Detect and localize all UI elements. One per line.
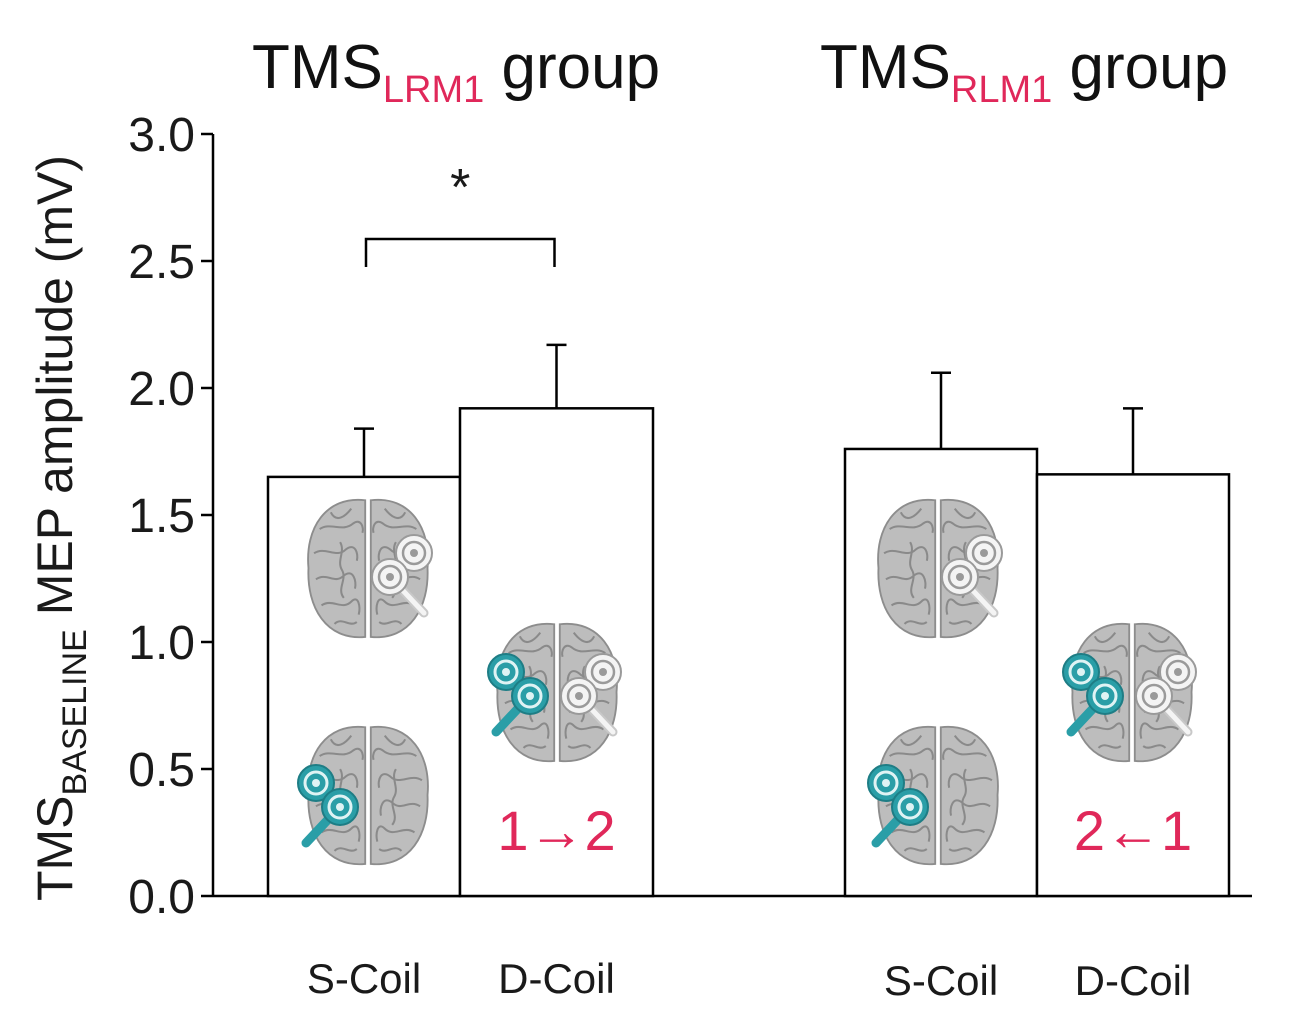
y-axis-label-subscript: BASELINE <box>56 629 94 795</box>
y-tick-label: 2.5 <box>128 236 195 289</box>
group-title-rlm1-subscript: RLM1 <box>951 69 1052 111</box>
x-tick-label: S-Coil <box>307 955 421 1002</box>
y-tick-label: 0.0 <box>128 871 195 924</box>
y-axis-label-prefix: TMS <box>27 795 83 901</box>
significance-marks: * <box>364 159 556 267</box>
error-bars <box>354 343 1143 477</box>
group-title-rlm1-main: TMS <box>820 33 951 102</box>
significance-bracket <box>364 237 556 267</box>
y-ticks: 0.0 0.5 1.0 1.5 2.0 2.5 3.0 <box>128 109 213 924</box>
group-title-lrm1-suffix: group <box>484 33 660 102</box>
y-tick-label: 2.0 <box>128 363 195 416</box>
y-axis-label-suffix: MEP amplitude (mV) <box>27 155 83 629</box>
bar-annotations: 1→2 2←1 <box>497 799 1192 862</box>
x-tick-label: D-Coil <box>1075 957 1192 1004</box>
bar-annotation: 2←1 <box>1074 799 1192 862</box>
x-tick-label: D-Coil <box>498 955 615 1002</box>
x-tick-labels: S-Coil D-Coil S-Coil D-Coil <box>307 955 1192 1004</box>
group-title-rlm1: TMSRLM1 group <box>820 33 1228 111</box>
bar-annotation: 1→2 <box>497 799 615 862</box>
group-title-lrm1-main: TMS <box>252 33 383 102</box>
y-tick-label: 1.0 <box>128 617 195 670</box>
group-title-lrm1: TMSLRM1 group <box>252 33 660 111</box>
y-tick-label: 3.0 <box>128 109 195 162</box>
group-title-lrm1-subscript: LRM1 <box>383 69 484 111</box>
y-tick-label: 0.5 <box>128 744 195 797</box>
significance-star: * <box>450 159 470 217</box>
bar-0-1 <box>458 407 655 898</box>
y-axis-label: TMSBASELINE MEP amplitude (mV) <box>27 155 94 901</box>
x-tick-label: S-Coil <box>884 957 998 1004</box>
group-title-rlm1-suffix: group <box>1052 33 1228 102</box>
y-tick-label: 1.5 <box>128 490 195 543</box>
